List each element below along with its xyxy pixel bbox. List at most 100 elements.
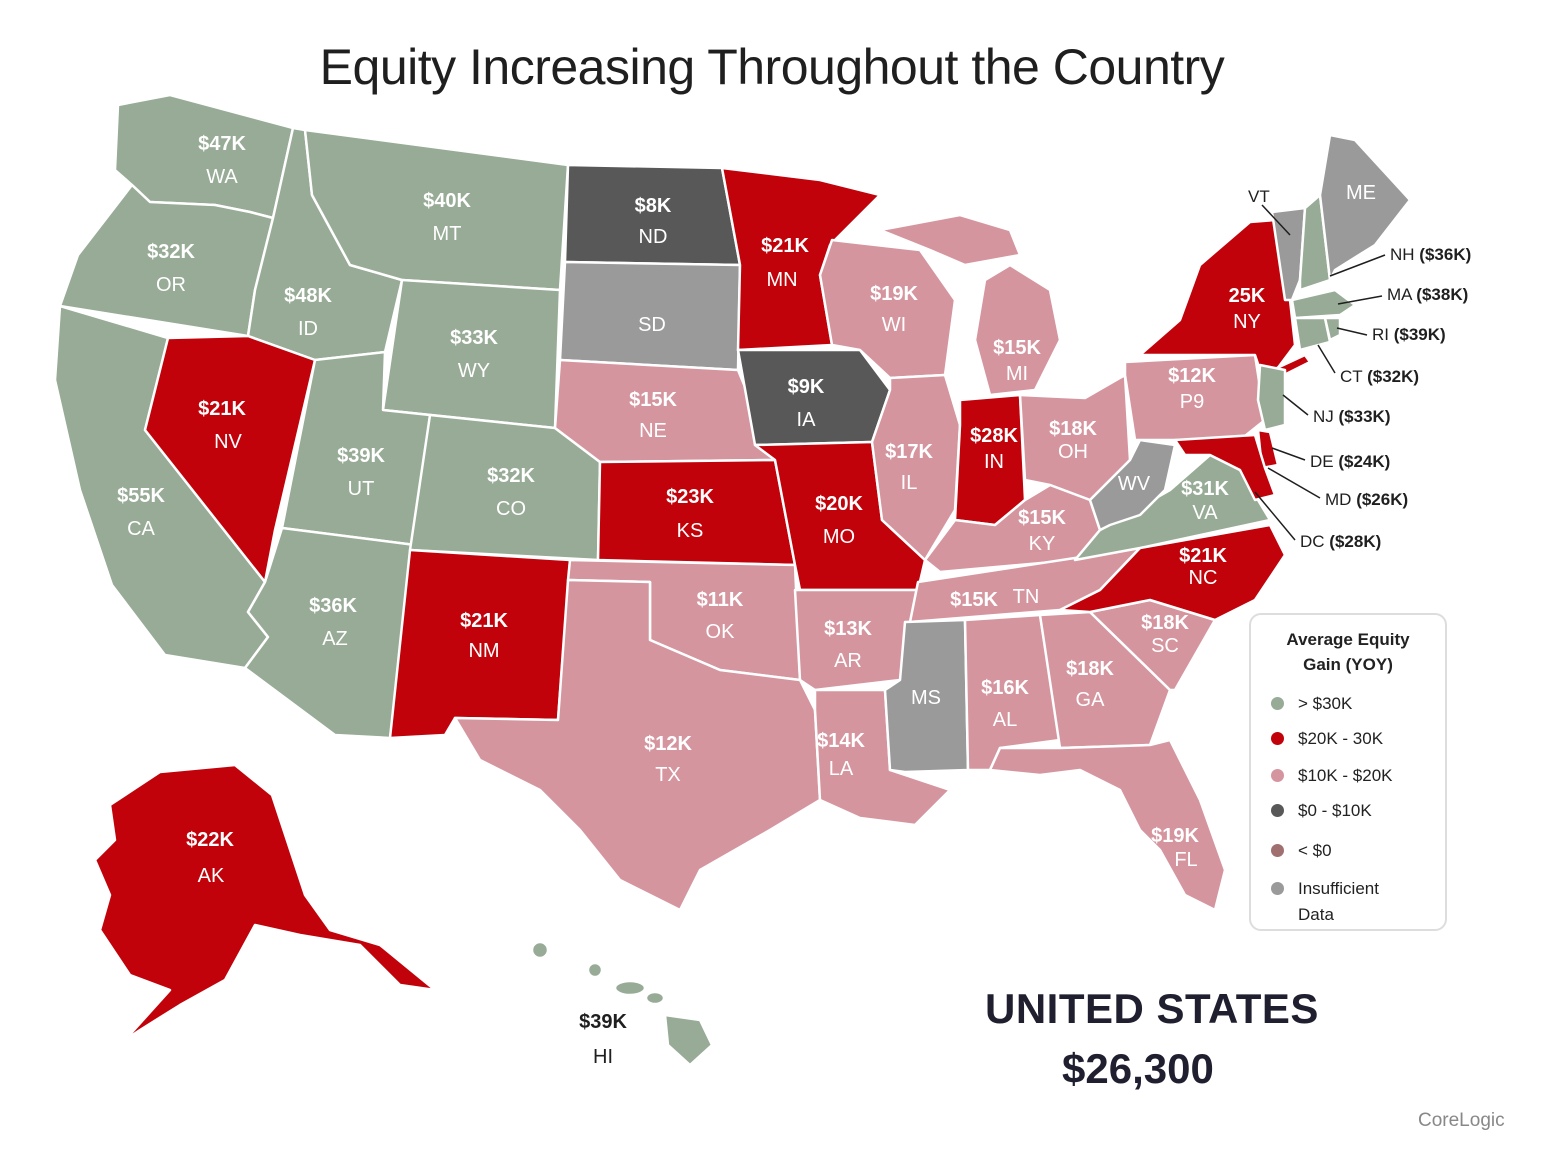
label-al-value: $16K: [981, 677, 1029, 699]
label-mo-value: $20K: [815, 493, 863, 515]
label-pa-abbr: P9: [1180, 391, 1204, 413]
state-wy[interactable]: [381, 278, 562, 430]
label-nv-value: $21K: [198, 398, 246, 420]
label-nm-abbr: NM: [468, 640, 499, 662]
state-nj[interactable]: [1256, 363, 1287, 432]
legend-item-insufficient: Insufficient: [1271, 876, 1379, 902]
callout-ri-value: ($39K): [1394, 325, 1446, 344]
label-oh-abbr: OH: [1058, 441, 1088, 463]
leader-ri: [1336, 327, 1368, 336]
label-pa-value: $12K: [1168, 365, 1216, 387]
label-ak-value: $22K: [186, 829, 234, 851]
svg-text:MA ($38K): MA ($38K): [1387, 285, 1468, 304]
state-mi[interactable]: [973, 263, 1062, 397]
callout-ri-abbr: RI: [1372, 325, 1389, 344]
label-wi-value: $19K: [870, 283, 918, 305]
label-ok-abbr: OK: [706, 621, 736, 643]
state-hi[interactable]: [530, 940, 714, 1067]
label-az-abbr: AZ: [322, 628, 348, 650]
state-tx[interactable]: [453, 578, 822, 912]
state-mi-upper[interactable]: [878, 213, 1022, 267]
legend-swatch-lt0: [1271, 844, 1284, 857]
state-vt[interactable]: [1270, 206, 1307, 302]
label-ga-value: $18K: [1066, 658, 1114, 680]
callout-ma-value: ($38K): [1416, 285, 1468, 304]
label-ms-abbr: MS: [911, 687, 941, 709]
svg-text:CT ($32K): CT ($32K): [1340, 367, 1419, 386]
state-ri[interactable]: [1323, 316, 1342, 342]
state-ma[interactable]: [1290, 288, 1357, 320]
label-fl-value: $19K: [1151, 825, 1199, 847]
callout-dc-abbr: DC: [1300, 532, 1325, 551]
callout-de-abbr: DE: [1310, 452, 1334, 471]
label-wy-abbr: WY: [458, 360, 490, 382]
label-in-value: $28K: [970, 425, 1018, 447]
source-credit: CoreLogic: [1418, 1110, 1505, 1131]
hi-island-molokai: [613, 979, 647, 997]
callout-de-value: ($24K): [1338, 452, 1390, 471]
state-md[interactable]: [1173, 433, 1277, 502]
label-wa-value: $47K: [198, 133, 246, 155]
label-mt-value: $40K: [423, 190, 471, 212]
state-wv[interactable]: [1088, 438, 1177, 532]
label-ne-abbr: NE: [639, 420, 667, 442]
state-nv[interactable]: [143, 334, 317, 584]
label-or-abbr: OR: [156, 274, 186, 296]
leader-md: [1267, 467, 1321, 499]
label-tn-value: $15K: [950, 589, 998, 611]
svg-text:NH ($36K): NH ($36K): [1390, 245, 1471, 264]
state-nc[interactable]: [1058, 523, 1287, 622]
state-me[interactable]: [1318, 133, 1412, 282]
state-fl[interactable]: [988, 738, 1227, 912]
callout-nh-abbr: NH: [1390, 245, 1415, 264]
legend-swatch-gt30: [1271, 697, 1284, 710]
label-ny-abbr: NY: [1233, 311, 1261, 333]
leader-ma: [1337, 295, 1383, 305]
label-la-value: $14K: [817, 730, 865, 752]
label-mn-abbr: MN: [766, 269, 797, 291]
state-ct[interactable]: [1293, 316, 1332, 352]
state-ks[interactable]: [596, 458, 797, 567]
label-sc-abbr: SC: [1151, 635, 1179, 657]
label-mi-value: $15K: [993, 337, 1041, 359]
label-ks-value: $23K: [666, 486, 714, 508]
legend-item-lt0: < $0: [1271, 838, 1332, 864]
svg-text:RI ($39K): RI ($39K): [1372, 325, 1446, 344]
leader-vt: [1261, 204, 1291, 236]
callout-leaders: [1254, 254, 1386, 541]
label-id-abbr: ID: [298, 318, 318, 340]
label-nd-abbr: ND: [639, 226, 668, 248]
svg-text:NJ ($33K): NJ ($33K): [1313, 407, 1390, 426]
label-ne-value: $15K: [629, 389, 677, 411]
legend-swatch-insufficient: [1271, 882, 1284, 895]
label-mi-abbr: MI: [1006, 363, 1028, 385]
label-nd-value: $8K: [635, 195, 672, 217]
leader-nj: [1282, 394, 1309, 416]
label-co-abbr: CO: [496, 498, 526, 520]
label-ut-abbr: UT: [348, 478, 375, 500]
label-tx-abbr: TX: [655, 764, 681, 786]
leader-de: [1271, 447, 1306, 461]
state-ak[interactable]: [93, 763, 437, 1042]
label-ca-value: $55K: [117, 485, 165, 507]
callout-ma-abbr: MA: [1387, 285, 1413, 304]
label-nv-abbr: NV: [214, 431, 242, 453]
svg-text:MD ($26K): MD ($26K): [1325, 490, 1408, 509]
label-ar-abbr: AR: [834, 650, 862, 672]
label-hi-value: $39K: [579, 1011, 627, 1033]
label-ks-abbr: KS: [677, 520, 704, 542]
legend-title-line2: Gain (YOY): [1303, 655, 1393, 674]
hi-island-oahu: [586, 961, 604, 979]
legend-item-10to20: $10K - $20K: [1271, 763, 1393, 789]
legend-item-gt30: > $30K: [1271, 691, 1352, 717]
label-nc-value: $21K: [1179, 545, 1227, 567]
label-ut-value: $39K: [337, 445, 385, 467]
state-ar[interactable]: [793, 588, 920, 692]
label-la-abbr: LA: [829, 758, 854, 780]
label-va-abbr: VA: [1192, 502, 1218, 524]
label-ar-value: $13K: [824, 618, 872, 640]
label-wa-abbr: WA: [206, 166, 238, 188]
label-ky-abbr: KY: [1029, 533, 1056, 555]
label-ak-abbr: AK: [198, 865, 225, 887]
label-mn-value: $21K: [761, 235, 809, 257]
